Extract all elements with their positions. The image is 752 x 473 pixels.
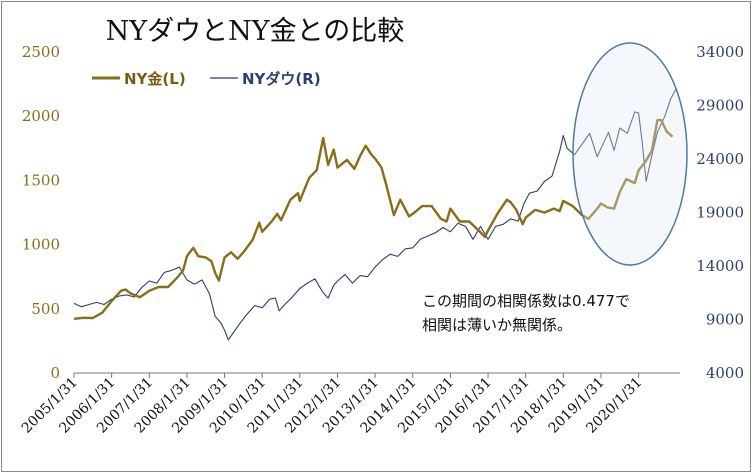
legend-label-gold: NY金(L) <box>124 70 186 88</box>
y-left-tick-label: 1500 <box>22 171 60 189</box>
y-right-tick-label: 34000 <box>696 43 744 61</box>
y-left-tick-label: 0 <box>50 364 60 382</box>
y-left-tick-label: 1000 <box>22 236 60 254</box>
y-right-tick-label: 9000 <box>706 311 744 329</box>
annotation: この期間の相関係数は0.477で 相関は薄いか無関係。 <box>422 292 630 334</box>
series-line-dow <box>73 88 677 341</box>
annotation-line-2: 相関は薄いか無関係。 <box>422 316 572 334</box>
y-right-tick-label: 29000 <box>696 97 744 115</box>
highlight-ellipse <box>572 42 688 266</box>
y-left-tick-label: 2000 <box>22 107 60 125</box>
chart-title: NYダウとNY金との比較 <box>106 16 405 47</box>
annotation-line-1: この期間の相関係数は0.477で <box>422 292 630 310</box>
y-right-tick-label: 14000 <box>696 257 744 275</box>
legend-label-dow: NYダウ(R) <box>242 70 321 88</box>
y-left-tick-label: 2500 <box>22 43 60 61</box>
y-right-tick-label: 19000 <box>696 204 744 222</box>
y-left-tick-label: 500 <box>31 300 60 318</box>
legend: NY金(L) NYダウ(R) <box>92 70 321 88</box>
y-right-tick-label: 4000 <box>706 364 744 382</box>
y-right-tick-label: 24000 <box>696 150 744 168</box>
